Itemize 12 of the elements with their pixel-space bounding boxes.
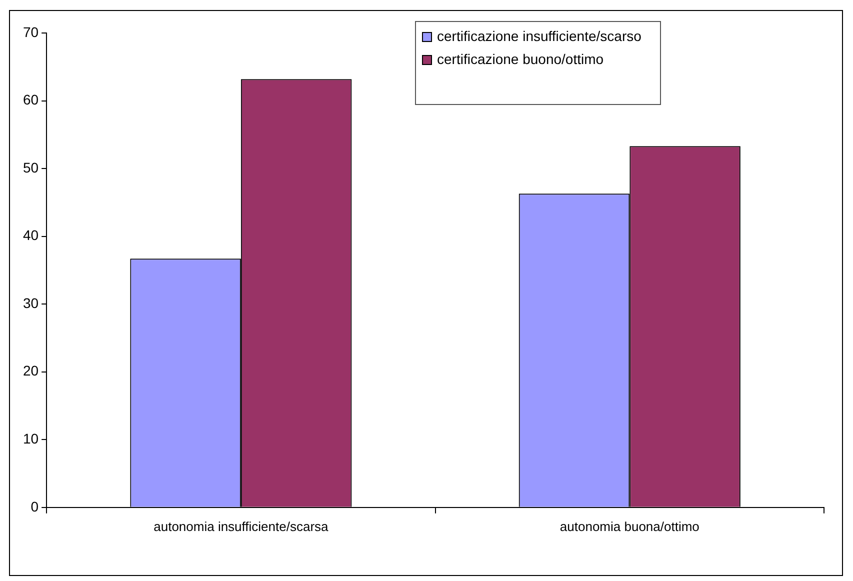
y-tick-label: 0 [30,498,39,514]
legend-label: certificazione insufficiente/scarso [437,28,642,45]
y-tick-label: 50 [22,159,39,176]
y-tick-label: 10 [22,430,39,446]
x-tick-label: autonomia insufficiente/scarsa [154,518,330,534]
legend-label: certificazione buono/ottimo [437,51,604,68]
y-tick-label: 20 [22,362,39,379]
y-tick-label: 60 [22,92,39,108]
y-tick-label: 30 [22,294,39,311]
x-tick-label: autonomia buona/ottimo [560,518,700,534]
y-tick-label: 40 [22,227,39,244]
y-tick-label: 70 [22,24,39,40]
